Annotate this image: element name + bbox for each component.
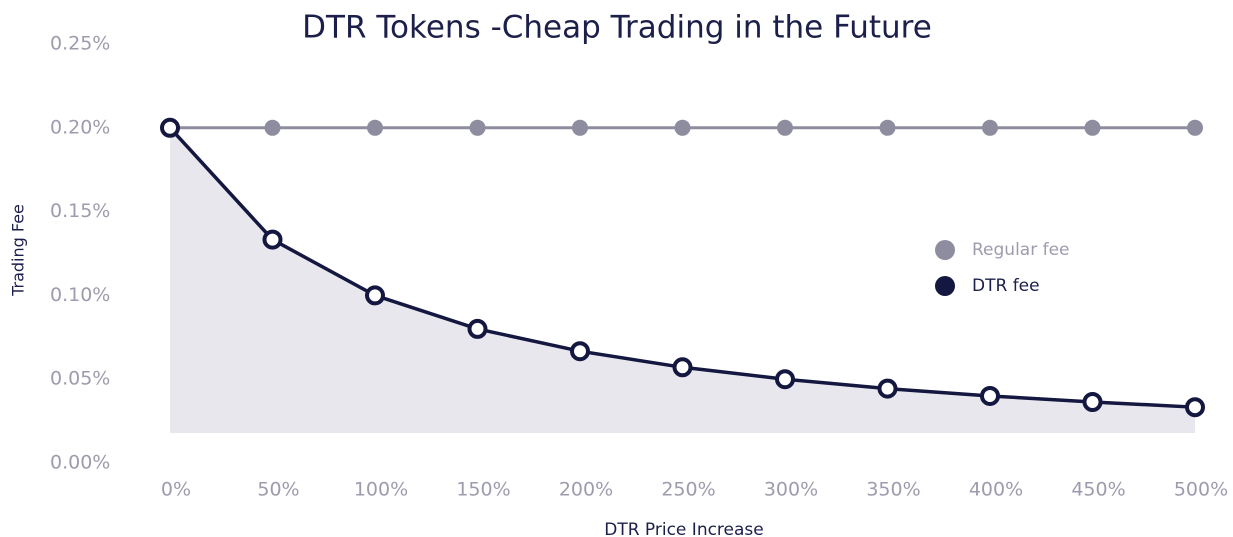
point (467, 318, 488, 339)
point (775, 369, 795, 390)
x-tick-label: 450% (1071, 479, 1125, 501)
point (672, 357, 693, 378)
y-tick-label: 0.00% (50, 452, 110, 474)
legend-marker (935, 240, 955, 260)
point (877, 378, 898, 399)
legend-label: Regular fee (972, 240, 1070, 260)
x-tick-label: 400% (969, 479, 1023, 501)
y-tick-label: 0.25% (50, 33, 110, 55)
x-tick-label: 300% (764, 479, 818, 501)
point (469, 119, 486, 136)
legend-marker (935, 276, 955, 296)
x-tick-label: 250% (661, 479, 715, 501)
x-tick-label: 350% (866, 479, 920, 501)
point (982, 119, 998, 136)
point (1082, 391, 1103, 412)
point (674, 119, 691, 136)
point (1084, 119, 1101, 136)
x-tick-label: 150% (456, 479, 510, 501)
point (1187, 119, 1203, 136)
point (1185, 397, 1205, 418)
x-axis-label: DTR Price Increase (604, 520, 764, 537)
point (879, 119, 896, 136)
legend-label: DTR fee (972, 276, 1040, 296)
y-tick-label: 0.05% (50, 368, 110, 390)
point (160, 117, 180, 138)
x-tick-label: 50% (257, 479, 299, 501)
y-tick-label: 0.15% (50, 200, 110, 222)
point (777, 119, 793, 136)
y-axis-label: Trading Fee (9, 204, 28, 297)
x-tick-label: 500% (1174, 479, 1228, 501)
x-tick-label: 100% (354, 479, 408, 501)
point (264, 119, 281, 136)
y-tick-label: 0.20% (50, 116, 110, 138)
y-tick-label: 0.10% (50, 284, 110, 306)
point (367, 119, 383, 136)
area (170, 127, 1195, 434)
point (980, 385, 1000, 406)
point (262, 229, 283, 250)
chart-title: DTR Tokens -Cheap Trading in the Future (302, 10, 932, 46)
point (365, 285, 385, 306)
point (570, 341, 590, 362)
point (572, 119, 588, 136)
x-tick-label: 200% (559, 479, 613, 501)
x-tick-label: 0% (161, 479, 191, 501)
